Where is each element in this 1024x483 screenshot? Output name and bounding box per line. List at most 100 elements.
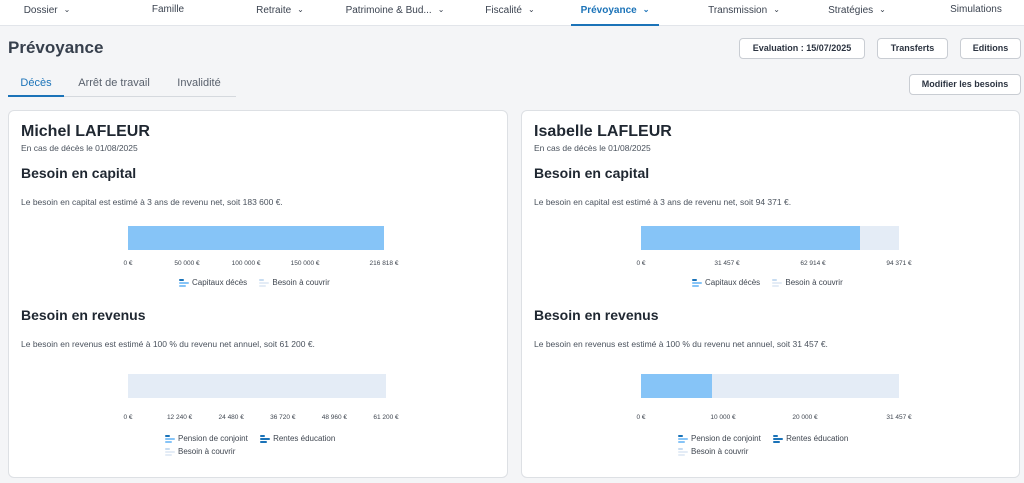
- axis-tick-label: 0 €: [636, 260, 646, 267]
- top-navigation: Dossier ⌄ Famille Retraite ⌄ Patrimoine & …: [0, 0, 1024, 26]
- axis-tick-label: 0 €: [636, 414, 646, 421]
- axis-tick-label: 24 480 €: [218, 414, 244, 421]
- chevron-down-icon: ⌄: [63, 5, 71, 14]
- person-name: Isabelle LAFLEUR: [534, 123, 672, 140]
- revenus-bar-track: [641, 374, 899, 398]
- person-card: Michel LAFLEUR En cas de décès le 01/08/…: [8, 110, 508, 478]
- nav-label: Famille: [151, 4, 185, 15]
- transferts-button[interactable]: Transferts: [877, 38, 948, 59]
- legend-label: Pension de conjoint: [691, 434, 761, 443]
- capital-description: Le besoin en capital est estimé à 3 ans …: [21, 197, 283, 207]
- axis-tick-label: 12 240 €: [166, 414, 193, 421]
- legend-item: Pension de conjoint: [678, 434, 761, 443]
- capital-section-title: Besoin en capital: [534, 165, 650, 181]
- axis-tick-label: 50 000 €: [174, 260, 200, 267]
- nav-dossier[interactable]: Dossier ⌄: [12, 0, 82, 26]
- capital-bar-track: [641, 226, 899, 250]
- nav-patrimoine[interactable]: Patrimoine & Bud... ⌄: [340, 0, 450, 26]
- revenus-legend: Pension de conjoint Rentes éducation: [678, 434, 858, 445]
- axis-tick-label: 216 818 €: [369, 260, 399, 267]
- axis-tick-label: 31 457 €: [714, 260, 740, 267]
- nav-label: Retraite: [256, 5, 292, 16]
- revenus-legend: Pension de conjoint Rentes éducation: [165, 434, 345, 445]
- axis-tick-label: 62 914 €: [800, 260, 826, 267]
- bar-chart-icon: [165, 434, 175, 443]
- legend-item: Rentes éducation: [260, 434, 335, 443]
- legend-item: Rentes éducation: [773, 434, 848, 443]
- person-card: Isabelle LAFLEUR En cas de décès le 01/0…: [521, 110, 1020, 478]
- nav-fiscalite[interactable]: Fiscalité ⌄: [478, 0, 542, 26]
- axis-tick-label: 150 000 €: [290, 260, 320, 267]
- legend-label: Besoin à couvrir: [178, 447, 236, 456]
- tab-deces[interactable]: Décès: [8, 72, 64, 97]
- chevron-down-icon: ⌄: [773, 5, 780, 14]
- bar-chart-icon: [179, 278, 189, 287]
- axis-tick-label: 36 720 €: [270, 414, 296, 421]
- revenus-section-title: Besoin en revenus: [534, 307, 659, 323]
- legend-label: Pension de conjoint: [178, 434, 248, 443]
- bar-chart-icon: [260, 434, 271, 443]
- legend-label: Besoin à couvrir: [785, 278, 843, 287]
- death-date-subtitle: En cas de décès le 01/08/2025: [21, 143, 138, 153]
- bar-chart-icon: [772, 278, 783, 287]
- axis-tick-label: 100 000 €: [231, 260, 261, 267]
- bar-chart-icon: [773, 434, 784, 443]
- death-date-subtitle: En cas de décès le 01/08/2025: [534, 143, 651, 153]
- nav-retraite[interactable]: Retraite ⌄: [250, 0, 310, 26]
- modifier-besoins-button[interactable]: Modifier les besoins: [909, 74, 1021, 95]
- bar-chart-icon: [259, 278, 270, 287]
- capital-legend: Capitaux décès Besoin à couvrir: [692, 278, 853, 289]
- evaluation-button[interactable]: Evaluation : 15/07/2025: [739, 38, 865, 59]
- bar-chart-icon: [692, 278, 702, 287]
- chevron-down-icon: ⌄: [879, 5, 886, 14]
- legend-item: Besoin à couvrir: [165, 447, 235, 456]
- legend-label: Capitaux décès: [192, 278, 248, 287]
- chevron-down-icon: ⌄: [297, 5, 304, 14]
- nav-label: Patrimoine & Bud...: [345, 5, 432, 16]
- axis-tick-label: 61 200 €: [373, 414, 399, 421]
- revenus-bar-track: [128, 374, 386, 398]
- chevron-down-icon: ⌄: [527, 5, 535, 14]
- bar-chart-icon: [165, 447, 175, 456]
- nav-label: Simulations: [950, 4, 1002, 15]
- chevron-down-icon: ⌄: [437, 5, 445, 14]
- axis-tick-label: 10 000 €: [710, 414, 736, 421]
- nav-strategies[interactable]: Stratégies ⌄: [822, 0, 892, 26]
- bar-chart-icon: [678, 434, 688, 443]
- capital-description: Le besoin en capital est estimé à 3 ans …: [534, 197, 792, 207]
- capital-bar-fill: [641, 226, 860, 250]
- nav-famille[interactable]: Famille: [140, 0, 196, 26]
- nav-prevoyance[interactable]: Prévoyance ⌄: [571, 0, 659, 26]
- revenus-description: Le besoin en revenus est estimé à 100 % …: [21, 339, 315, 349]
- nav-label: Prévoyance: [580, 5, 637, 16]
- legend-item: Besoin à couvrir: [678, 447, 748, 456]
- axis-tick-label: 48 960 €: [321, 414, 348, 421]
- legend-label: Besoin à couvrir: [272, 278, 330, 287]
- capital-section-title: Besoin en capital: [21, 165, 137, 181]
- nav-simulations[interactable]: Simulations: [944, 0, 1008, 26]
- revenus-bar-fill: [641, 374, 712, 398]
- nav-label: Dossier: [23, 5, 58, 16]
- legend-item: Capitaux décès: [692, 278, 760, 287]
- legend-label: Rentes éducation: [273, 434, 336, 443]
- chevron-down-icon: ⌄: [642, 5, 650, 14]
- legend-label: Besoin à couvrir: [691, 447, 749, 456]
- legend-item: Pension de conjoint: [165, 434, 248, 443]
- axis-tick-label: 0 €: [123, 260, 133, 267]
- capital-bar-track: [128, 226, 384, 250]
- editions-button[interactable]: Editions: [960, 38, 1021, 59]
- tab-invalidite[interactable]: Invalidité: [177, 77, 221, 89]
- legend-item: Besoin à couvrir: [772, 278, 843, 287]
- nav-label: Stratégies: [828, 5, 874, 16]
- nav-label: Transmission: [708, 5, 768, 16]
- revenus-description: Le besoin en revenus est estimé à 100 % …: [534, 339, 828, 349]
- revenus-legend-row2: Besoin à couvrir: [678, 447, 758, 458]
- nav-transmission[interactable]: Transmission ⌄: [702, 0, 786, 26]
- tab-arret-de-travail[interactable]: Arrêt de travail: [78, 77, 150, 89]
- person-name: Michel LAFLEUR: [21, 123, 150, 140]
- axis-tick-label: 31 457 €: [886, 414, 912, 421]
- bar-chart-icon: [678, 447, 688, 456]
- page-title: Prévoyance: [8, 38, 104, 57]
- nav-label: Fiscalité: [485, 5, 522, 16]
- axis-tick-label: 94 371 €: [886, 260, 912, 267]
